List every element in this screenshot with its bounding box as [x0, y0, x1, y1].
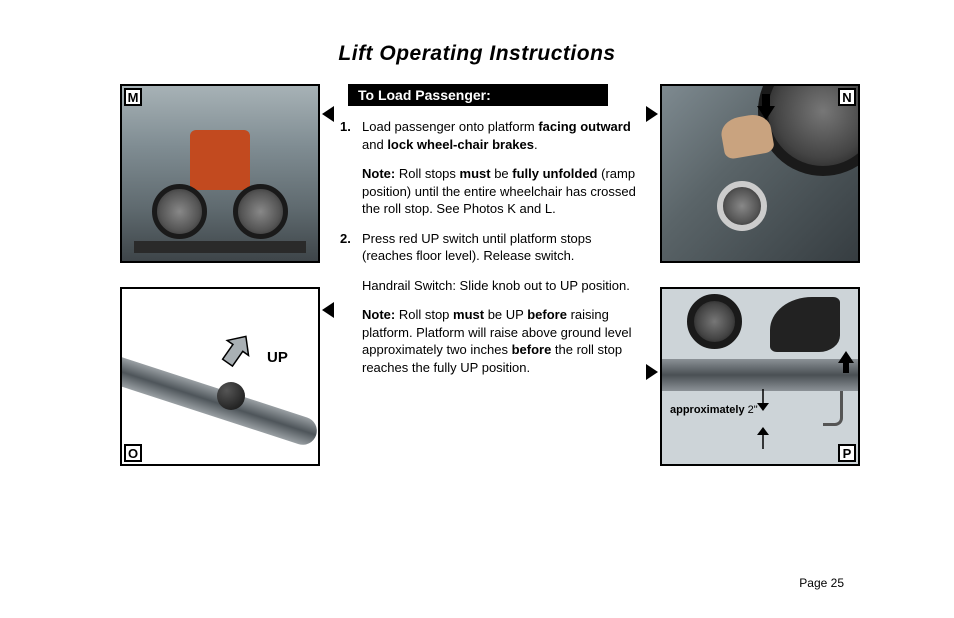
up-label: UP	[267, 349, 288, 366]
photo-o-frame: UP O	[120, 287, 320, 466]
photo-n-image	[662, 86, 858, 261]
caster-wheel-shape	[717, 181, 767, 231]
wheel-left-shape	[152, 184, 207, 239]
photo-m-image	[122, 86, 318, 261]
step-2-text: Press red UP switch until platform stops…	[362, 231, 592, 264]
step-2: 2. Press red UP switch until platform st…	[340, 230, 640, 377]
photo-letter-o: O	[124, 444, 142, 462]
measurement-label: approximately 2"	[670, 404, 758, 416]
photo-p-image: approximately 2"	[662, 289, 858, 464]
dimension-arrow-down-icon	[757, 389, 769, 411]
photo-o-image: UP	[122, 289, 318, 464]
wheel-right-shape	[233, 184, 288, 239]
section-header: To Load Passenger:	[348, 84, 608, 106]
roll-stop-shape	[823, 391, 843, 426]
step-1-note: Note: Roll stops must be fully unfolded …	[362, 165, 640, 218]
up-arrow-icon	[838, 351, 854, 373]
page-number: Page 25	[799, 576, 844, 590]
step-2-note: Note: Roll stop must be UP before raisin…	[362, 306, 640, 376]
photo-m-frame: M	[120, 84, 320, 263]
boot-shape	[770, 297, 840, 352]
dimension-arrow-up-icon	[757, 427, 769, 449]
down-arrow-icon	[757, 94, 775, 120]
step-1-number: 1.	[340, 118, 351, 136]
step-2-sub: Handrail Switch: Slide knob out to UP po…	[362, 277, 640, 295]
photo-n-frame: N	[660, 84, 860, 263]
pointer-right-icon	[646, 106, 658, 122]
instructions-column: To Load Passenger: 1. Load passenger ont…	[340, 84, 640, 490]
photo-p-frame: approximately 2" P	[660, 287, 860, 466]
photo-letter-m: M	[124, 88, 142, 106]
knob-shape	[217, 382, 245, 410]
up-arrow-icon	[214, 331, 256, 373]
photo-letter-p: P	[838, 444, 856, 462]
right-column: N	[660, 84, 860, 490]
pointer-left-icon	[322, 106, 334, 122]
photo-letter-n: N	[838, 88, 856, 106]
pointer-right-icon	[646, 364, 658, 380]
step-2-number: 2.	[340, 230, 351, 248]
step-1-text: Load passenger onto platform facing outw…	[362, 119, 631, 152]
caster-wheel-shape	[687, 294, 742, 349]
page-title: Lift Operating Instructions	[0, 0, 954, 84]
content-grid: M UP O To Load Passenger:	[0, 84, 954, 490]
pointer-left-icon	[322, 302, 334, 318]
step-1: 1. Load passenger onto platform facing o…	[340, 118, 640, 218]
instructions-body: 1. Load passenger onto platform facing o…	[340, 118, 640, 377]
left-column: M UP O	[120, 84, 320, 490]
platform-bar-shape	[662, 359, 858, 391]
platform-shape	[134, 241, 306, 253]
